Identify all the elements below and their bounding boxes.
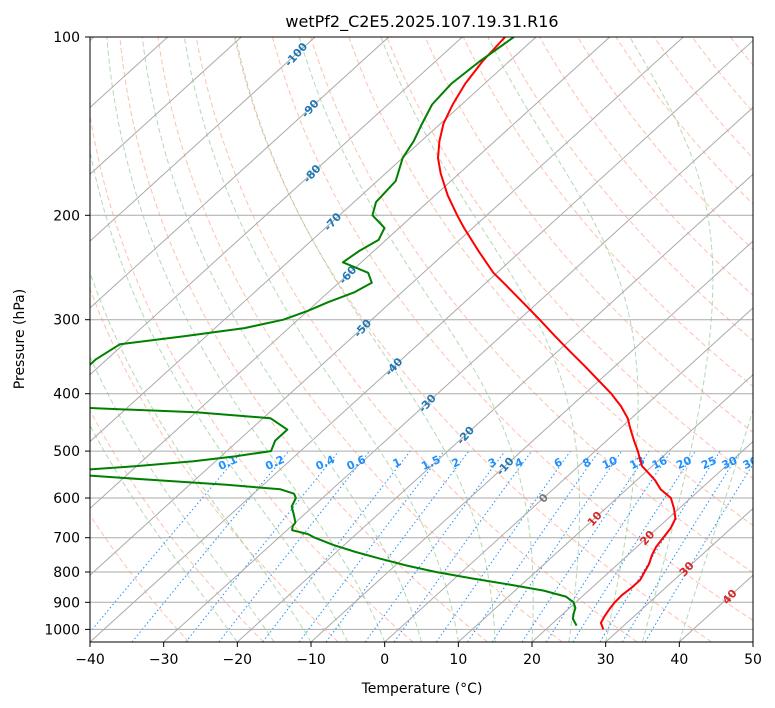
temperature-profile: [437, 37, 677, 630]
moist-adiabat-line: [106, 37, 386, 642]
x-tick-label: 50: [744, 652, 762, 668]
dry-adiabat-line: [272, 37, 753, 621]
plot-frame: [89, 36, 754, 643]
isotherm-line: [310, 240, 753, 642]
dry-adiabat-line: [539, 37, 753, 296]
moist-adiabat-line: [629, 37, 714, 642]
mixing-ratio-line: [435, 450, 571, 642]
isotherm-line: [90, 37, 537, 443]
x-tick-label: 40: [670, 652, 688, 668]
mixing-ratio-line: [325, 450, 470, 642]
dry-adiabat-line: [90, 514, 190, 642]
y-tick-label: 1000: [44, 622, 80, 638]
isotherm-line: [457, 374, 753, 642]
moist-adiabat-line: [235, 37, 496, 642]
moist-adiabats: [90, 37, 753, 642]
mixing-ratio-line: [131, 450, 290, 642]
x-tick-label: −40: [75, 652, 105, 668]
mixing-ratio-label: 10: [600, 454, 620, 472]
mixing-ratio-line: [491, 450, 623, 642]
dry-adiabat-line: [310, 37, 753, 574]
mixing-ratio-label: 30: [720, 454, 740, 472]
mixing-ratio-line: [185, 450, 340, 642]
y-tick-label: 400: [53, 387, 80, 403]
moist-adiabat-line: [183, 37, 459, 642]
isotherm-line: [90, 37, 684, 576]
x-tick-label: 20: [523, 652, 541, 668]
mixing-ratio-line: [545, 450, 672, 642]
dry-adiabat-line: [233, 37, 712, 642]
moist-adiabat-line: [141, 37, 422, 642]
isotherms: [90, 37, 753, 642]
y-tick-label: 100: [53, 30, 80, 46]
y-axis-label: Pressure (hPa): [12, 289, 28, 389]
mixing-ratio-line: [298, 450, 445, 642]
dry-adiabat-line: [577, 37, 753, 251]
mixing-ratio-line: [467, 450, 600, 642]
isotherm-line: [90, 37, 390, 309]
x-tick-label: 30: [597, 652, 615, 668]
y-axis-ticks: 100 200 300 400 500 600 700 800 900 1000: [44, 30, 90, 638]
moist-adiabat-line: [90, 271, 312, 642]
moist-adiabat-line: [487, 37, 639, 642]
dry-adiabat-line: [195, 37, 638, 642]
dewpoint-profile: [90, 37, 578, 627]
x-tick-label: −30: [149, 652, 179, 668]
dry-adiabat-line: [157, 37, 563, 642]
isotherm-line: [90, 39, 753, 642]
x-tick-label: −10: [296, 652, 326, 668]
dry-adiabat-line: [462, 37, 753, 388]
isotherm-line: [752, 641, 753, 642]
x-axis-ticks: −40 −30 −20 −10 0 10 20 30 40 50: [75, 642, 762, 668]
dry-adiabat-line: [119, 37, 488, 642]
y-tick-label: 900: [53, 595, 80, 611]
mixing-ratio-label: 16: [650, 454, 670, 472]
moist-adiabat-line: [298, 37, 534, 642]
mixing-ratio-label: 25: [699, 454, 718, 472]
grid-lines: [90, 37, 753, 630]
isotherm-line: [384, 307, 753, 642]
x-tick-label: 10: [449, 652, 467, 668]
dry-adiabat-line: [500, 37, 753, 342]
mixing-ratio-line: [521, 450, 650, 642]
moist-adiabat-line: [380, 37, 581, 642]
moist-adiabat-line: [678, 408, 753, 642]
isotherm-line: [605, 507, 753, 642]
mixing-ratio-line: [90, 450, 243, 633]
isotherm-line: [90, 37, 316, 242]
isotherm-line: [236, 173, 753, 642]
isotherm-line: [90, 37, 242, 175]
dry-adiabat-line: [769, 37, 775, 642]
mixing-ratio-line: [572, 450, 696, 642]
y-tick-label: 600: [53, 491, 80, 507]
sounding-profiles: [90, 37, 677, 630]
x-tick-label: 0: [380, 652, 389, 668]
chart-title: wetPf2_C2E5.2025.107.19.31.R16: [285, 12, 558, 32]
mixing-ratio-lines: [90, 450, 753, 642]
isotherm-line: [90, 37, 463, 376]
mixing-ratio-line: [644, 463, 753, 642]
isotherm-line: [163, 106, 753, 642]
y-tick-label: 300: [53, 313, 80, 329]
y-tick-label: 200: [53, 208, 80, 224]
y-tick-label: 500: [53, 444, 80, 460]
x-axis-label: Temperature (°C): [361, 681, 483, 697]
isotherm-line: [90, 37, 611, 510]
mixing-ratio-label: 36: [741, 454, 761, 472]
mixing-ratio-line: [364, 450, 506, 642]
x-tick-label: −20: [223, 652, 253, 668]
mixing-ratio-label: 20: [674, 454, 694, 472]
dry-adiabat-line: [653, 37, 753, 159]
y-tick-label: 700: [53, 531, 80, 547]
isotherm-line: [531, 440, 753, 642]
y-tick-label: 800: [53, 565, 80, 581]
mixing-ratio-line: [621, 450, 742, 642]
